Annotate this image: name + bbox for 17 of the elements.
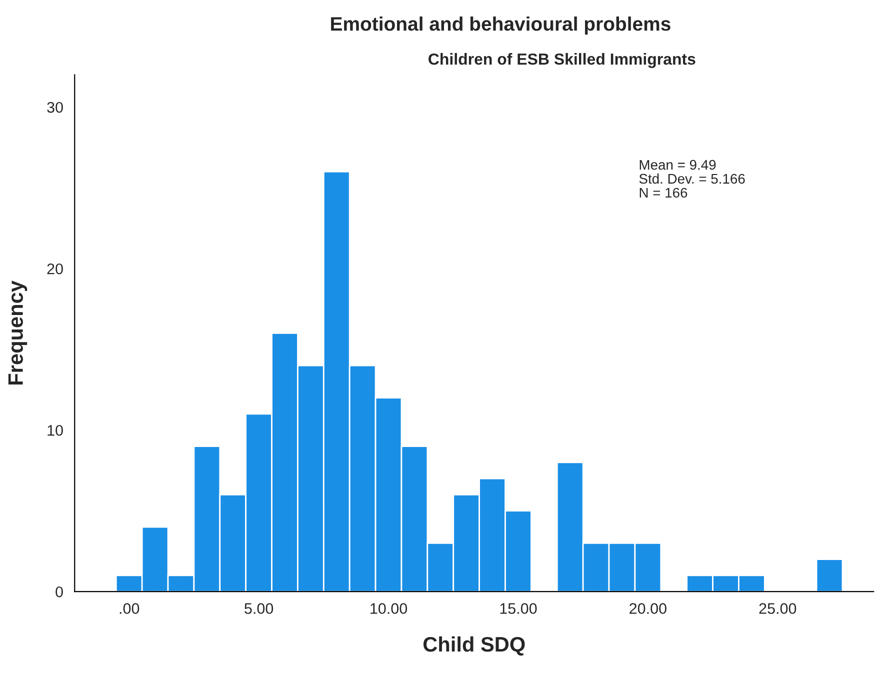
y-tick-label: 0 bbox=[56, 586, 63, 598]
annotation: N = 166 bbox=[640, 188, 688, 198]
chart-title: Emotional and behavioural problems bbox=[331, 16, 670, 35]
x-axis-title: Child SDQ bbox=[423, 636, 525, 656]
x-tick-label: 25.00 bbox=[759, 603, 796, 614]
y-tick-label: 10 bbox=[48, 424, 63, 436]
x-tick-label: .00 bbox=[120, 603, 140, 614]
x-tick-label: 10.00 bbox=[370, 603, 408, 614]
chart-subtitle: Children of ESB Skilled Immigrants bbox=[428, 53, 696, 68]
x-tick-label: 20.00 bbox=[630, 603, 666, 614]
x-tick-label: 5.00 bbox=[244, 603, 274, 614]
x-tick-label: 15.00 bbox=[500, 603, 537, 614]
y-tick-label: 30 bbox=[47, 102, 63, 113]
y-axis-title: Frequency bbox=[8, 280, 28, 384]
annotation: Mean = 9.49 bbox=[640, 160, 716, 170]
annotation: Std. Dev. = 5.166 bbox=[639, 174, 745, 184]
y-tick-label: 20 bbox=[47, 263, 63, 274]
